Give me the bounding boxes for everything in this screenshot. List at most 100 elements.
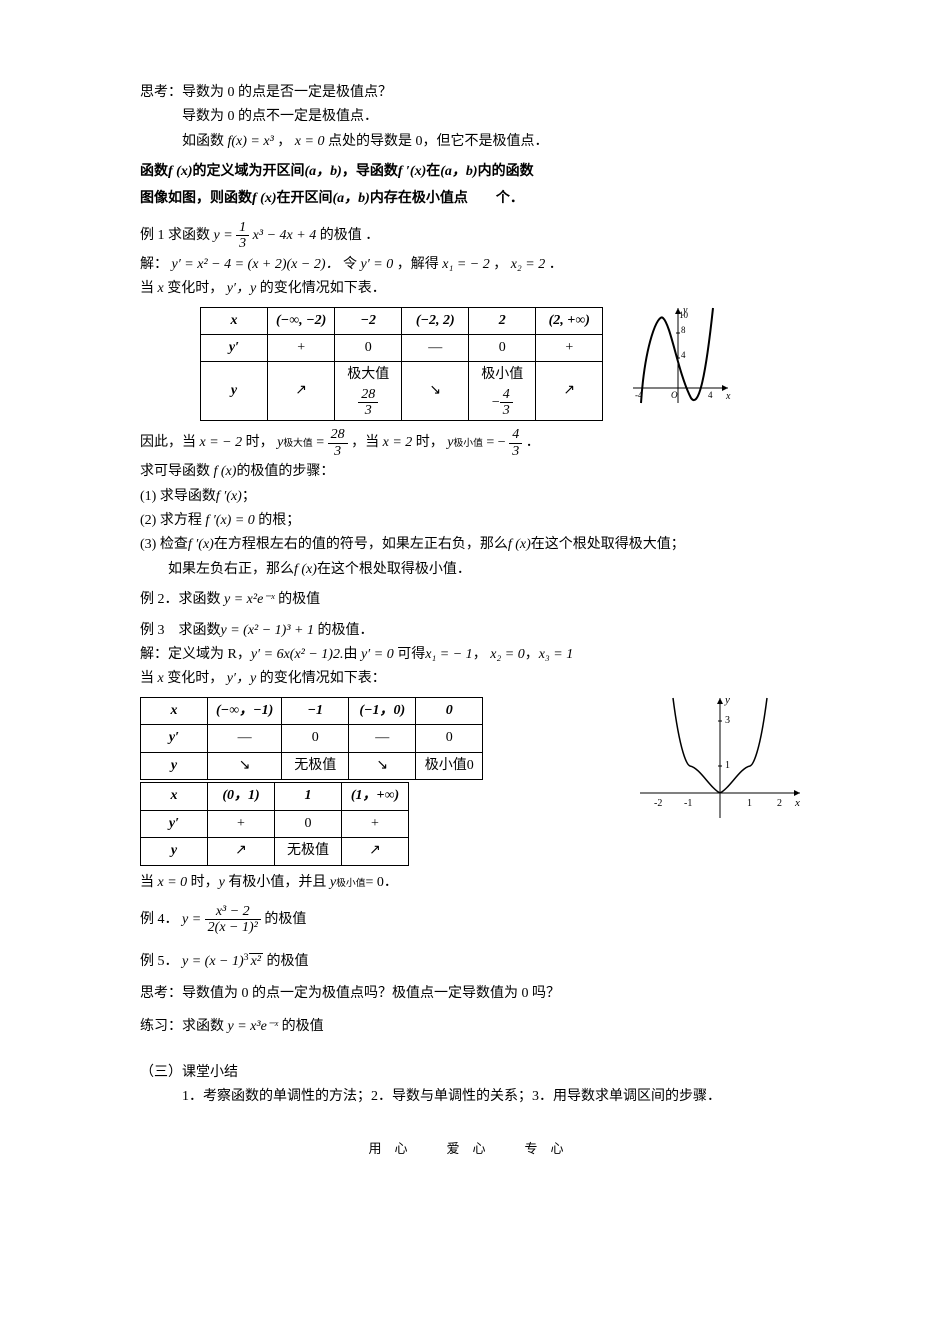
txt: 如函数 bbox=[182, 134, 224, 149]
svg-text:y: y bbox=[724, 694, 730, 706]
th: (0，1) bbox=[208, 783, 275, 810]
td-max: 极大值 283 bbox=[335, 362, 402, 421]
txt: 点处的导数是 0，但它不是极值点． bbox=[328, 134, 549, 149]
ex3-chart: x y -2 -1 1 2 1 3 bbox=[635, 693, 805, 823]
td: — bbox=[349, 725, 416, 752]
steps-title: 求可导函数 f (x)的极值的步骤： bbox=[140, 461, 805, 483]
t: 的变化情况如下表： bbox=[256, 671, 386, 686]
m: (a，b) bbox=[305, 164, 342, 179]
n: x³ − 2 bbox=[205, 904, 261, 920]
neg: − bbox=[492, 395, 500, 410]
td: 无极值 bbox=[275, 838, 342, 865]
ex1-sign-table: x (−∞, −2) −2 (−2, 2) 2 (2, +∞) y′ + 0 —… bbox=[200, 307, 603, 422]
ex4: 例 4． y = x³ − 22(x − 1)² 的极值 bbox=[140, 904, 805, 936]
t: 变化时， bbox=[167, 281, 223, 296]
t: 的极值 bbox=[275, 592, 321, 607]
d: 3 bbox=[328, 444, 348, 459]
t: 的极值 bbox=[278, 1019, 324, 1034]
svg-text:4: 4 bbox=[681, 350, 686, 360]
t: 在开区间 bbox=[277, 189, 333, 205]
td: 0 bbox=[282, 725, 349, 752]
t: 在 bbox=[426, 162, 440, 178]
th: 0 bbox=[416, 697, 483, 724]
svg-text:x: x bbox=[794, 797, 800, 809]
t: 时， bbox=[416, 436, 444, 451]
td: ↘ bbox=[208, 752, 282, 779]
th: (1，+∞) bbox=[342, 783, 409, 810]
svg-text:1: 1 bbox=[747, 798, 752, 809]
m: x = 0 bbox=[158, 875, 188, 890]
td: ↗ bbox=[208, 838, 275, 865]
num: 1 bbox=[236, 220, 249, 236]
th: (−∞, −2) bbox=[268, 307, 335, 334]
t: 当 bbox=[140, 281, 158, 296]
ex3-table-1: x(−∞，−1)−1(−1，0)0 y′—0—0 y↘无极值↘极小值0 bbox=[140, 697, 483, 780]
t: 图像如图，则函数 bbox=[140, 189, 252, 205]
t: = bbox=[316, 436, 327, 451]
thinking-answer-2: 如函数 f(x) = x³ ， x = 0 点处的导数是 0，但它不是极值点． bbox=[140, 131, 805, 153]
td: 无极值 bbox=[282, 752, 349, 779]
m: y′ = x² − 4 = (x + 2)(x − 2)． bbox=[172, 257, 340, 272]
sub: 极大值 bbox=[283, 439, 312, 450]
td: 极小值0 bbox=[416, 752, 483, 779]
t: 的极值． bbox=[314, 623, 374, 638]
t: 例 4． bbox=[140, 912, 182, 927]
t: ， bbox=[493, 257, 507, 272]
t: 变化时， bbox=[164, 671, 227, 686]
num: 4 bbox=[500, 387, 513, 403]
ex1-change: 当 x 变化时， y′，y 的变化情况如下表． bbox=[140, 278, 805, 300]
th: −1 bbox=[282, 697, 349, 724]
svg-text:3: 3 bbox=[725, 715, 730, 726]
ex1-table-chart-row: x (−∞, −2) −2 (−2, 2) 2 (2, +∞) y′ + 0 —… bbox=[140, 303, 805, 426]
m: f (x) bbox=[214, 464, 237, 479]
t: 例 2．求函数 bbox=[140, 592, 224, 607]
td: + bbox=[268, 334, 335, 361]
t: ， bbox=[525, 647, 539, 662]
th: y′ bbox=[141, 725, 208, 752]
td-min: 极小值 −43 bbox=[469, 362, 536, 421]
td: ↗ bbox=[268, 362, 335, 421]
t: 在这个根处取得极大值； bbox=[531, 537, 685, 552]
td: 0 bbox=[469, 334, 536, 361]
m: y = x²e⁻ˣ bbox=[224, 592, 275, 607]
th: y bbox=[141, 752, 208, 779]
svg-text:1: 1 bbox=[725, 760, 730, 771]
m: (a，b) bbox=[333, 191, 370, 206]
t: 解： bbox=[140, 257, 168, 272]
svg-text:4: 4 bbox=[708, 390, 713, 400]
step-3a: (3) 检查f ′(x)在方程根左右的值的符号，如果左正右负，那么f (x)在这… bbox=[140, 534, 805, 556]
page-footer: 用心 爱心 专心 bbox=[140, 1139, 805, 1160]
txt: ， bbox=[277, 134, 291, 149]
label: 极小值 bbox=[477, 364, 527, 386]
summary-body: 1．考察函数的单调性的方法；2．导数与单调性的关系；3．用导数求单调区间的步骤． bbox=[140, 1086, 805, 1108]
th: x bbox=[141, 783, 208, 810]
m: f (x) bbox=[294, 562, 317, 577]
t: 解：定义域为 R， bbox=[140, 647, 251, 662]
t: 内的函数 bbox=[478, 162, 534, 178]
t: 的变化情况如下表． bbox=[260, 281, 386, 296]
ex3-title: 例 3 求函数y = (x² − 1)³ + 1 的极值． bbox=[140, 620, 805, 642]
ex1-solution: 解： y′ = x² − 4 = (x + 2)(x − 2)． 令 y′ = … bbox=[140, 254, 805, 276]
m: y′，y bbox=[227, 671, 257, 686]
t: (1) 求导函数 bbox=[140, 489, 216, 504]
t: 内存在极小值点 个． bbox=[370, 189, 524, 205]
ex5: 例 5． y = (x − 1)3x² 的极值 bbox=[140, 950, 805, 973]
td: ↗ bbox=[536, 362, 603, 421]
t: 的极值 bbox=[264, 912, 306, 927]
den: 3 bbox=[358, 403, 378, 418]
th: y′ bbox=[141, 810, 208, 837]
thinking-answer-1: 导数为 0 的点不一定是极值点． bbox=[140, 106, 805, 128]
t: 在方程根左右的值的符号，如果左正右负，那么 bbox=[214, 537, 508, 552]
bold-line-2: 图像如图，则函数f (x)在开区间(a，b)内存在极小值点 个． bbox=[140, 186, 805, 210]
m: y′ = 0 bbox=[361, 647, 394, 662]
svg-text:O: O bbox=[671, 390, 678, 400]
m: y′，y bbox=[227, 281, 257, 296]
m: x₁ = − 1 bbox=[425, 647, 472, 662]
td: ↘ bbox=[402, 362, 469, 421]
t: 有极小值，并且 bbox=[225, 875, 330, 890]
t: 由 bbox=[343, 647, 361, 662]
th: 2 bbox=[469, 307, 536, 334]
m: f ′(x) bbox=[216, 489, 242, 504]
d: 2(x − 1)² bbox=[205, 920, 261, 935]
math: f(x) = x³ bbox=[228, 134, 274, 149]
